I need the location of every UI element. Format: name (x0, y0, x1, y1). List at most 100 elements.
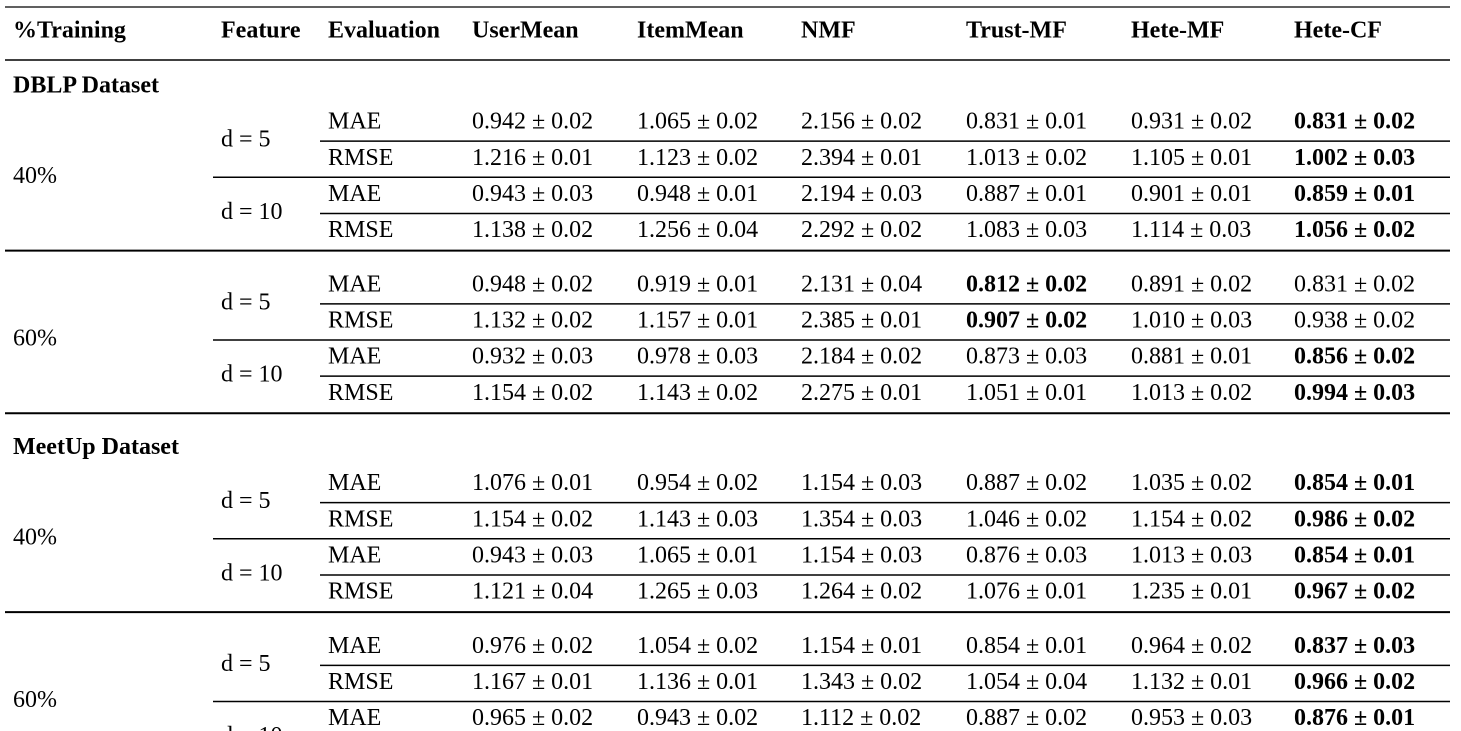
cell-value: 0.954 ± 0.02 (637, 470, 758, 496)
cell-value: 0.931 ± 0.02 (1131, 109, 1252, 135)
cell-value: 1.343 ± 0.02 (801, 669, 922, 695)
cell-value: 1.051 ± 0.01 (966, 380, 1087, 406)
cell-value: 0.919 ± 0.01 (637, 271, 758, 297)
cell-value: 0.876 ± 0.01 (1294, 705, 1415, 731)
cell-value: 1.136 ± 0.01 (637, 669, 758, 695)
cell-value: 1.132 ± 0.02 (472, 307, 593, 333)
cell-value: 2.292 ± 0.02 (801, 217, 922, 243)
cell-value: 2.385 ± 0.01 (801, 307, 922, 333)
cell-value: 1.076 ± 0.01 (966, 579, 1087, 605)
cell-value: 1.138 ± 0.02 (472, 217, 593, 243)
cell-value: 1.105 ± 0.01 (1131, 145, 1252, 171)
training-label: 60% (13, 687, 57, 713)
metric-label: RMSE (328, 380, 393, 406)
cell-value: 0.854 ± 0.01 (1294, 470, 1415, 496)
metric-label: RMSE (328, 579, 393, 605)
cell-value: 1.065 ± 0.01 (637, 542, 758, 568)
metric-label: RMSE (328, 145, 393, 171)
cell-value: 0.881 ± 0.01 (1131, 344, 1252, 370)
cell-value: 1.216 ± 0.01 (472, 145, 593, 171)
cell-value: 0.907 ± 0.02 (966, 307, 1087, 333)
cell-value: 2.275 ± 0.01 (801, 380, 922, 406)
cell-value: 0.887 ± 0.02 (966, 705, 1087, 731)
cell-value: 0.887 ± 0.02 (966, 470, 1087, 496)
cell-value: 0.873 ± 0.03 (966, 344, 1087, 370)
cell-value: 1.154 ± 0.03 (801, 542, 922, 568)
metric-label: MAE (328, 109, 381, 135)
training-label: 40% (13, 524, 57, 550)
feature-label: d = 10 (221, 199, 283, 225)
cell-value: 1.123 ± 0.02 (637, 145, 758, 171)
metric-label: RMSE (328, 217, 393, 243)
cell-value: 0.986 ± 0.02 (1294, 506, 1415, 532)
feature-label: d = 10 (221, 561, 283, 587)
metric-label: MAE (328, 344, 381, 370)
cell-value: 0.901 ± 0.01 (1131, 181, 1252, 207)
cell-value: 0.938 ± 0.02 (1294, 307, 1415, 333)
cell-value: 0.964 ± 0.02 (1131, 633, 1252, 659)
cell-value: 1.013 ± 0.02 (966, 145, 1087, 171)
cell-value: 1.143 ± 0.02 (637, 380, 758, 406)
cell-value: 1.143 ± 0.03 (637, 506, 758, 532)
feature-label: d = 5 (221, 651, 271, 677)
cell-value: 1.354 ± 0.03 (801, 506, 922, 532)
feature-label: d = 5 (221, 127, 271, 153)
cell-value: 1.056 ± 0.02 (1294, 217, 1415, 243)
cell-value: 0.854 ± 0.01 (1294, 542, 1415, 568)
cell-value: 0.948 ± 0.01 (637, 181, 758, 207)
cell-value: 1.256 ± 0.04 (637, 217, 758, 243)
column-header: Trust-MF (966, 18, 1067, 44)
cell-value: 1.154 ± 0.02 (472, 380, 593, 406)
cell-value: 2.394 ± 0.01 (801, 145, 922, 171)
cell-value: 2.194 ± 0.03 (801, 181, 922, 207)
cell-value: 1.154 ± 0.02 (472, 506, 593, 532)
cell-value: 1.002 ± 0.03 (1294, 145, 1415, 171)
column-header: Evaluation (328, 18, 440, 44)
cell-value: 0.831 ± 0.02 (1294, 271, 1415, 297)
cell-value: 1.083 ± 0.03 (966, 217, 1087, 243)
cell-value: 1.076 ± 0.01 (472, 470, 593, 496)
training-label: 60% (13, 326, 57, 352)
metric-label: RMSE (328, 669, 393, 695)
cell-value: 1.013 ± 0.03 (1131, 542, 1252, 568)
cell-value: 1.046 ± 0.02 (966, 506, 1087, 532)
column-header: Hete-MF (1131, 18, 1224, 44)
cell-value: 0.978 ± 0.03 (637, 344, 758, 370)
section-title: DBLP Dataset (13, 73, 159, 99)
cell-value: 2.131 ± 0.04 (801, 271, 922, 297)
cell-value: 0.932 ± 0.03 (472, 344, 593, 370)
cell-value: 2.184 ± 0.02 (801, 344, 922, 370)
cell-value: 0.953 ± 0.03 (1131, 705, 1252, 731)
cell-value: 1.235 ± 0.01 (1131, 579, 1252, 605)
cell-value: 2.156 ± 0.02 (801, 109, 922, 135)
cell-value: 0.891 ± 0.02 (1131, 271, 1252, 297)
cell-value: 1.154 ± 0.03 (801, 470, 922, 496)
cell-value: 0.859 ± 0.01 (1294, 181, 1415, 207)
cell-value: 1.010 ± 0.03 (1131, 307, 1252, 333)
cell-value: 0.854 ± 0.01 (966, 633, 1087, 659)
cell-value: 0.965 ± 0.02 (472, 705, 593, 731)
cell-value: 1.054 ± 0.04 (966, 669, 1087, 695)
cell-value: 0.942 ± 0.02 (472, 109, 593, 135)
cell-value: 1.065 ± 0.02 (637, 109, 758, 135)
cell-value: 0.837 ± 0.03 (1294, 633, 1415, 659)
cell-value: 1.265 ± 0.03 (637, 579, 758, 605)
cell-value: 1.054 ± 0.02 (637, 633, 758, 659)
metric-label: MAE (328, 181, 381, 207)
metric-label: MAE (328, 470, 381, 496)
cell-value: 0.976 ± 0.02 (472, 633, 593, 659)
cell-value: 0.831 ± 0.01 (966, 109, 1087, 135)
cell-value: 0.812 ± 0.02 (966, 271, 1087, 297)
feature-label: d = 5 (221, 488, 271, 514)
cell-value: 0.876 ± 0.03 (966, 542, 1087, 568)
cell-value: 1.154 ± 0.01 (801, 633, 922, 659)
cell-value: 1.013 ± 0.02 (1131, 380, 1252, 406)
cell-value: 1.132 ± 0.01 (1131, 669, 1252, 695)
cell-value: 1.035 ± 0.02 (1131, 470, 1252, 496)
feature-label: d = 10 (221, 362, 283, 388)
metric-label: MAE (328, 271, 381, 297)
cell-value: 1.121 ± 0.04 (472, 579, 593, 605)
cell-value: 0.831 ± 0.02 (1294, 109, 1415, 135)
